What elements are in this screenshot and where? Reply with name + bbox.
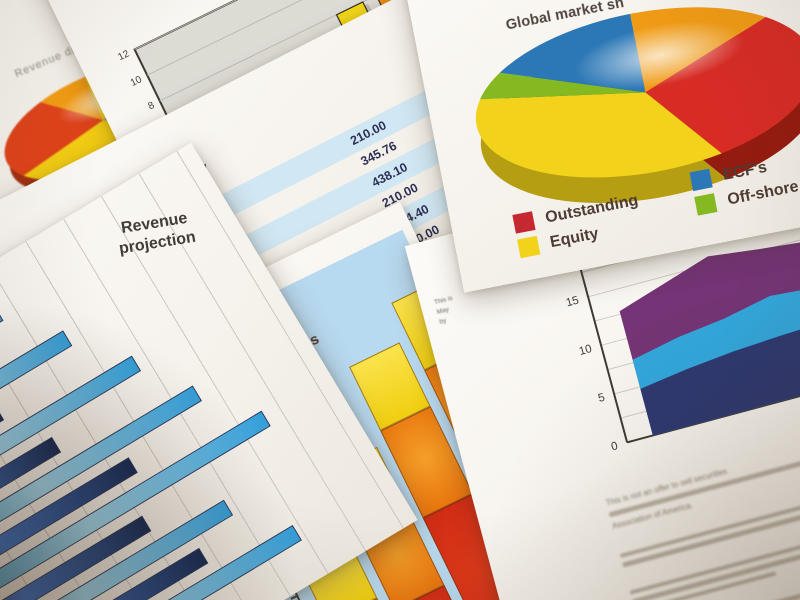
y-tick-label: 15 xyxy=(565,295,580,310)
paper-global-market-share: Global market sh Outstanding Equity ECF's O… xyxy=(393,0,800,293)
y-tick-label: 5 xyxy=(597,392,606,405)
legend-label: ECF's xyxy=(721,158,769,184)
bar xyxy=(0,330,73,494)
stacked-area-chart: 20151050 xyxy=(527,129,800,467)
bar xyxy=(0,547,209,600)
bar xyxy=(0,515,152,600)
tiny-note-fragment: This is May by xyxy=(433,294,459,327)
bar xyxy=(0,499,234,600)
legend-swatch xyxy=(689,168,713,192)
note-line: by xyxy=(438,316,448,326)
y-tick-label: 8 xyxy=(146,100,156,113)
horizontal-bar-chart xyxy=(0,179,371,600)
pie-slice xyxy=(645,17,800,154)
bar xyxy=(0,385,202,591)
bar xyxy=(0,410,271,600)
pie-chart xyxy=(444,0,800,251)
paper-revenue-projection: Revenue projection xyxy=(0,142,418,600)
y-tick-label: 10 xyxy=(129,74,144,89)
bar xyxy=(0,436,62,567)
note-line: This is xyxy=(433,294,454,307)
pie-slice xyxy=(475,92,722,178)
y-tick-label: 12 xyxy=(116,48,131,63)
bar xyxy=(0,355,142,542)
pie-highlight xyxy=(574,21,744,90)
legend-swatch xyxy=(517,235,541,259)
y-tick-label: 10 xyxy=(578,343,593,358)
legend-swatch xyxy=(512,211,536,234)
area-series-navy xyxy=(640,255,800,436)
note-line: May xyxy=(436,305,450,316)
pie-slice xyxy=(480,72,646,100)
y-tick-label: 0 xyxy=(610,440,619,453)
bar xyxy=(0,457,138,600)
bar xyxy=(0,524,302,600)
legend-label: Equity xyxy=(548,224,600,251)
paper-area-chart: This is May by 20151050 This is not an o… xyxy=(404,85,800,600)
legend-swatch xyxy=(694,193,718,216)
